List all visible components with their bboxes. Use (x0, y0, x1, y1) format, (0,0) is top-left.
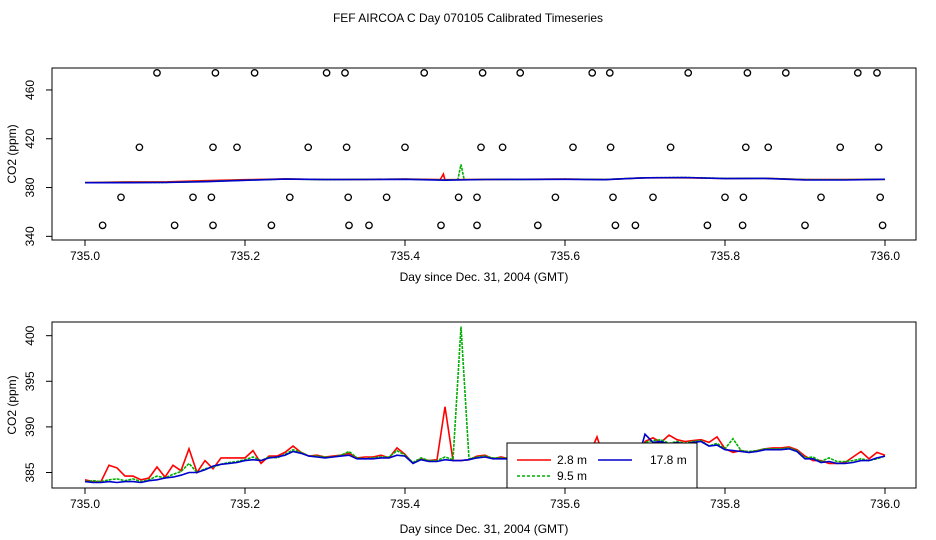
legend-box (506, 442, 698, 489)
calibration-point (207, 193, 216, 202)
calibration-point (609, 193, 617, 202)
top-panel: 735.0 735.2 735.4 735.6 735.8 736.0 340 380 420 4… (5, 67, 917, 284)
calibration-point (516, 69, 525, 77)
calibration-point (666, 143, 675, 152)
calibration-point (135, 143, 144, 152)
bottom-plot-frame (51, 321, 917, 489)
x-tick-label: 735.0 (70, 249, 100, 263)
y-tick-label: 400 (23, 325, 37, 345)
x-tick-label: 735.8 (710, 249, 740, 263)
calibration-point (781, 69, 790, 77)
x-tick-label: 735.2 (230, 249, 260, 263)
y-tick-label: 420 (23, 128, 37, 148)
calibration-point (304, 143, 313, 152)
y-tick-label: 395 (23, 371, 37, 391)
calibration-point (703, 221, 712, 230)
calibration-point (551, 193, 560, 202)
calibration-point (738, 221, 747, 230)
calibration-point (117, 193, 125, 202)
calibration-point (477, 143, 485, 152)
calibration-point (233, 143, 241, 152)
series-line-9-5-m (84, 326, 886, 483)
bottom-panel: 735.0 735.2 735.4 735.6 735.8 736.0 385 390 395 4… (5, 321, 917, 536)
y-tick-label: 340 (23, 226, 37, 246)
calibration-point (341, 69, 349, 77)
calibration-point (631, 221, 640, 230)
calibration-point (721, 193, 729, 202)
x-tick-label: 735.6 (550, 249, 580, 263)
calibration-point (342, 143, 351, 152)
x-tick-label: 735.4 (390, 497, 420, 511)
calibration-point (873, 69, 881, 77)
calibration-point (322, 69, 331, 77)
calibration-point (250, 69, 259, 77)
calibration-point (533, 221, 542, 230)
calibration-point (382, 193, 391, 202)
calibration-point (853, 69, 862, 77)
calibration-point (684, 69, 693, 77)
calibration-point (606, 143, 615, 152)
calibration-point (98, 221, 107, 230)
top-x-axis-label: Day since Dec. 31, 2004 (GMT) (400, 270, 569, 284)
calibration-point (345, 221, 353, 230)
x-tick-label: 735.2 (230, 497, 260, 511)
calibration-point (739, 193, 748, 202)
calibration-point (478, 69, 487, 77)
calibration-point (764, 143, 773, 152)
bottom-x-axis-label: Day since Dec. 31, 2004 (GMT) (400, 522, 569, 536)
x-tick-label: 735.8 (710, 497, 740, 511)
calibration-point (365, 221, 373, 230)
calibration-point (569, 143, 577, 152)
top-y-axis-label: CO2 (ppm) (5, 124, 19, 183)
calibration-point (874, 143, 883, 152)
legend: 2.8 m 9.5 m 17.8 m (506, 442, 698, 489)
calibration-point (153, 69, 161, 77)
calibration-point (344, 193, 353, 202)
y-tick-label: 385 (23, 462, 37, 482)
calibration-point (611, 221, 620, 230)
calibration-point (437, 221, 445, 230)
calibration-point (454, 193, 463, 202)
calibration-point (211, 69, 220, 77)
y-tick-label: 380 (23, 177, 37, 197)
calibration-point (605, 69, 614, 77)
top-plot-frame (51, 67, 917, 241)
x-tick-label: 735.4 (390, 249, 420, 263)
chart-title: FEF AIRCOA C Day 070105 Calibrated Times… (333, 11, 603, 25)
calibration-point (401, 143, 409, 152)
legend-label-2-8m: 2.8 m (557, 453, 587, 467)
calibration-point (649, 193, 657, 202)
calibration-point (498, 143, 507, 152)
calibration-point (876, 193, 885, 202)
series-line-17-8-m (84, 432, 886, 484)
calibration-point (878, 221, 887, 230)
calibration-point (209, 143, 217, 152)
calibration-point (801, 221, 809, 230)
x-tick-label: 736.0 (870, 497, 900, 511)
bottom-y-axis-label: CO2 (ppm) (5, 375, 19, 434)
x-tick-label: 735.6 (550, 497, 580, 511)
calibration-point (285, 193, 294, 202)
calibration-point (817, 193, 825, 202)
legend-label-9-5m: 9.5 m (557, 469, 587, 483)
y-tick-label: 390 (23, 417, 37, 437)
calibration-point (209, 221, 217, 230)
x-tick-label: 735.0 (70, 497, 100, 511)
y-tick-label: 460 (23, 80, 37, 100)
calibration-point (170, 221, 179, 230)
calibration-point (836, 143, 845, 152)
calibration-point (588, 69, 597, 77)
series-line-17-8-m (85, 176, 886, 184)
calibration-point (473, 221, 481, 230)
calibration-point (267, 221, 276, 230)
x-tick-label: 736.0 (870, 249, 900, 263)
legend-label-17-8m: 17.8 m (650, 453, 687, 467)
calibration-point (189, 193, 197, 202)
calibration-point (741, 143, 750, 152)
calibration-point (420, 69, 429, 77)
calibration-point (743, 69, 752, 77)
calibration-point (473, 193, 481, 202)
